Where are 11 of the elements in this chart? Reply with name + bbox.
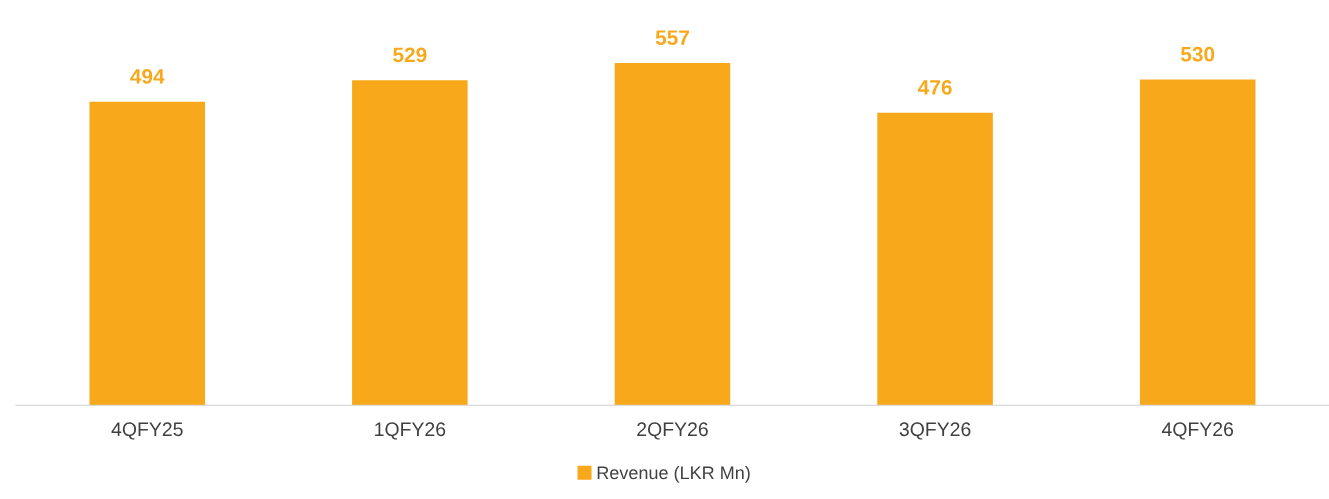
data-label: 476 xyxy=(918,80,952,95)
data-label: 529 xyxy=(393,47,427,63)
x-tick-label: 4QFY25 xyxy=(111,422,183,440)
x-tick-label: 3QFY26 xyxy=(899,422,971,440)
x-tick-label: 4QFY26 xyxy=(1161,422,1234,440)
x-tick-label: 1QFY26 xyxy=(375,422,446,440)
x-tick-label: 2QFY26 xyxy=(637,422,708,440)
data-label: 557 xyxy=(655,30,689,46)
data-label: 494 xyxy=(130,68,165,84)
legend-label: Revenue (LKR Mn) xyxy=(597,465,750,483)
data-label: 530 xyxy=(1180,46,1215,62)
